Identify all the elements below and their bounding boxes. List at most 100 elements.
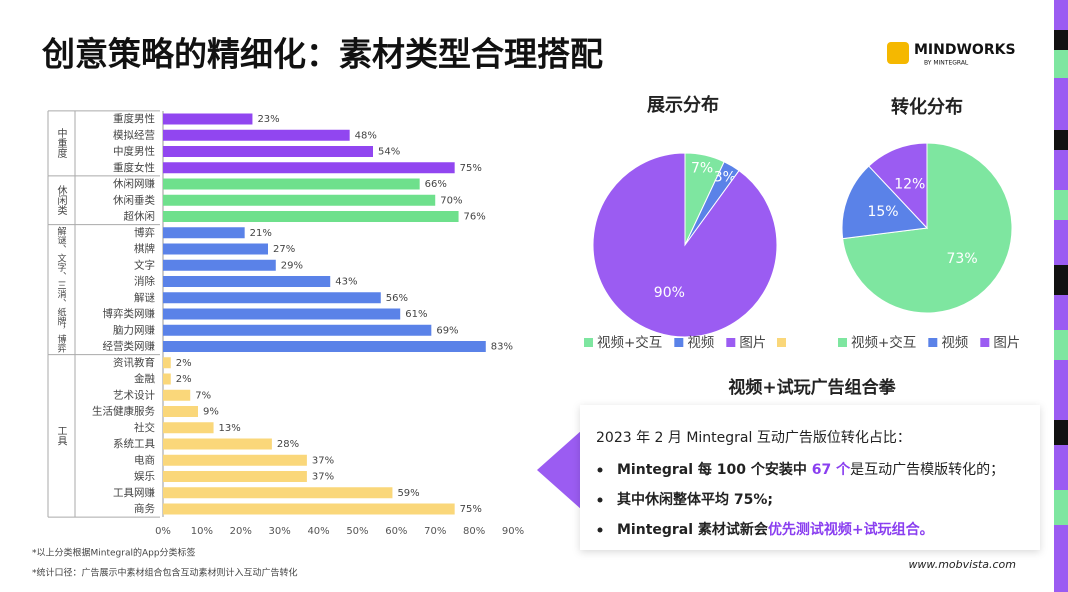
logo-icon xyxy=(887,42,909,64)
bullet-part: 其中休闲整体平均 75%; xyxy=(617,491,773,508)
x-tick-label: 20% xyxy=(230,526,252,537)
value-label: 23% xyxy=(257,114,279,125)
value-label: 56% xyxy=(386,293,408,304)
legend-label: 视频 xyxy=(941,335,969,351)
legend-swatch xyxy=(928,338,938,347)
category-label: 经营类网赚 xyxy=(103,340,156,353)
bar xyxy=(163,389,191,401)
bullet-dot xyxy=(597,467,603,473)
category-label: 棋牌 xyxy=(134,242,155,255)
bar xyxy=(163,438,272,450)
bar xyxy=(163,146,373,157)
category-label: 休闲垂类 xyxy=(113,193,155,206)
category-label: 艺术设计 xyxy=(113,388,155,401)
bar xyxy=(163,178,420,190)
pie-title: 转化分布 xyxy=(891,96,963,118)
category-label: 博弈类网赚 xyxy=(103,307,156,320)
slice-label: 7% xyxy=(691,161,713,177)
group-label: 中重度 xyxy=(55,127,67,159)
panel xyxy=(580,405,1040,550)
value-label: 76% xyxy=(464,212,486,223)
bar xyxy=(163,357,171,369)
x-tick-label: 60% xyxy=(385,526,407,537)
value-label: 61% xyxy=(405,309,427,320)
bar xyxy=(163,308,401,320)
value-label: 75% xyxy=(460,163,482,174)
side-strip xyxy=(1054,0,1068,592)
category-label: 资讯教育 xyxy=(113,356,155,369)
group-label: 工具 xyxy=(55,426,67,447)
bar xyxy=(163,276,331,287)
bullet: Mintegral 每 100 个安装中 67 个是互动广告模版转化的； xyxy=(617,461,1004,478)
value-label: 69% xyxy=(436,325,458,336)
arrow xyxy=(537,430,582,510)
value-label: 54% xyxy=(378,147,400,158)
bar xyxy=(163,162,455,174)
footnote: *统计口径：广告展示中素材组合包含互动素材则计入互动广告转化 xyxy=(32,567,298,579)
bar xyxy=(163,373,171,385)
group-label: 解谜、文字、三消、纸牌，博弈 xyxy=(56,226,67,354)
bar xyxy=(163,471,307,482)
slice-label: 90% xyxy=(654,285,685,301)
slice-label: 12% xyxy=(894,177,925,193)
legend-swatch xyxy=(584,338,593,347)
slice-label: 73% xyxy=(947,251,978,267)
url: www.mobvista.com xyxy=(908,558,1016,571)
bar xyxy=(163,487,393,499)
footnote: *以上分类根据Mintegral的App分类标签 xyxy=(32,547,196,559)
category-label: 休闲网赚 xyxy=(113,177,155,190)
x-tick-label: 70% xyxy=(424,526,446,537)
logo: MINDWORKS xyxy=(914,42,1016,58)
category-label: 重度女性 xyxy=(113,161,155,174)
bar xyxy=(163,211,459,222)
bullet-part: 是互动广告模版转化的； xyxy=(850,462,1004,478)
panel-intro: 2023 年 2 月 Mintegral 互动广告版位转化占比： xyxy=(596,430,911,446)
value-label: 21% xyxy=(250,228,272,239)
value-label: 83% xyxy=(491,342,513,353)
slice-label: 3% xyxy=(714,170,736,186)
pie-slice xyxy=(592,152,778,338)
value-label: 28% xyxy=(277,439,299,450)
bar xyxy=(163,324,432,336)
category-label: 重度男性 xyxy=(113,112,155,125)
slice-label: 15% xyxy=(867,204,898,220)
bullet-dot xyxy=(597,527,603,533)
legend-label: 视频 xyxy=(687,335,715,351)
value-label: 9% xyxy=(203,407,219,418)
bullet-part: 优先测试视频+试玩组合。 xyxy=(768,521,934,538)
category-label: 系统工具 xyxy=(113,437,155,450)
value-label: 59% xyxy=(397,488,419,499)
x-tick-label: 90% xyxy=(502,526,524,537)
value-label: 29% xyxy=(281,260,303,271)
bar xyxy=(163,406,198,417)
value-label: 2% xyxy=(176,358,192,369)
legend-swatch xyxy=(726,338,736,347)
bar xyxy=(163,243,268,255)
value-label: 70% xyxy=(440,195,462,206)
pie-slice xyxy=(868,142,928,230)
category-label: 解谜 xyxy=(134,291,155,304)
value-label: 75% xyxy=(460,504,482,515)
x-tick-label: 10% xyxy=(191,526,213,537)
bullet: 其中休闲整体平均 75%; xyxy=(617,491,773,508)
logo-sub: BY MINTEGRAL xyxy=(924,60,969,67)
x-tick-label: 80% xyxy=(463,526,485,537)
legend-label: 图片 xyxy=(993,335,1020,351)
bar xyxy=(163,227,245,239)
value-label: 37% xyxy=(312,472,334,483)
category-label: 工具网赚 xyxy=(113,486,155,499)
category-label: 社交 xyxy=(134,421,155,434)
category-label: 超休闲 xyxy=(124,210,156,223)
legend-swatch xyxy=(674,338,684,347)
bar xyxy=(163,259,276,271)
value-label: 13% xyxy=(219,423,241,434)
category-label: 文字 xyxy=(134,258,155,271)
group-label: 休闲类 xyxy=(55,185,67,216)
category-label: 商务 xyxy=(134,502,155,515)
bar xyxy=(163,129,350,141)
bar xyxy=(163,194,436,206)
x-tick-label: 30% xyxy=(269,526,291,537)
value-label: 66% xyxy=(425,179,447,190)
category-label: 金融 xyxy=(134,372,155,385)
